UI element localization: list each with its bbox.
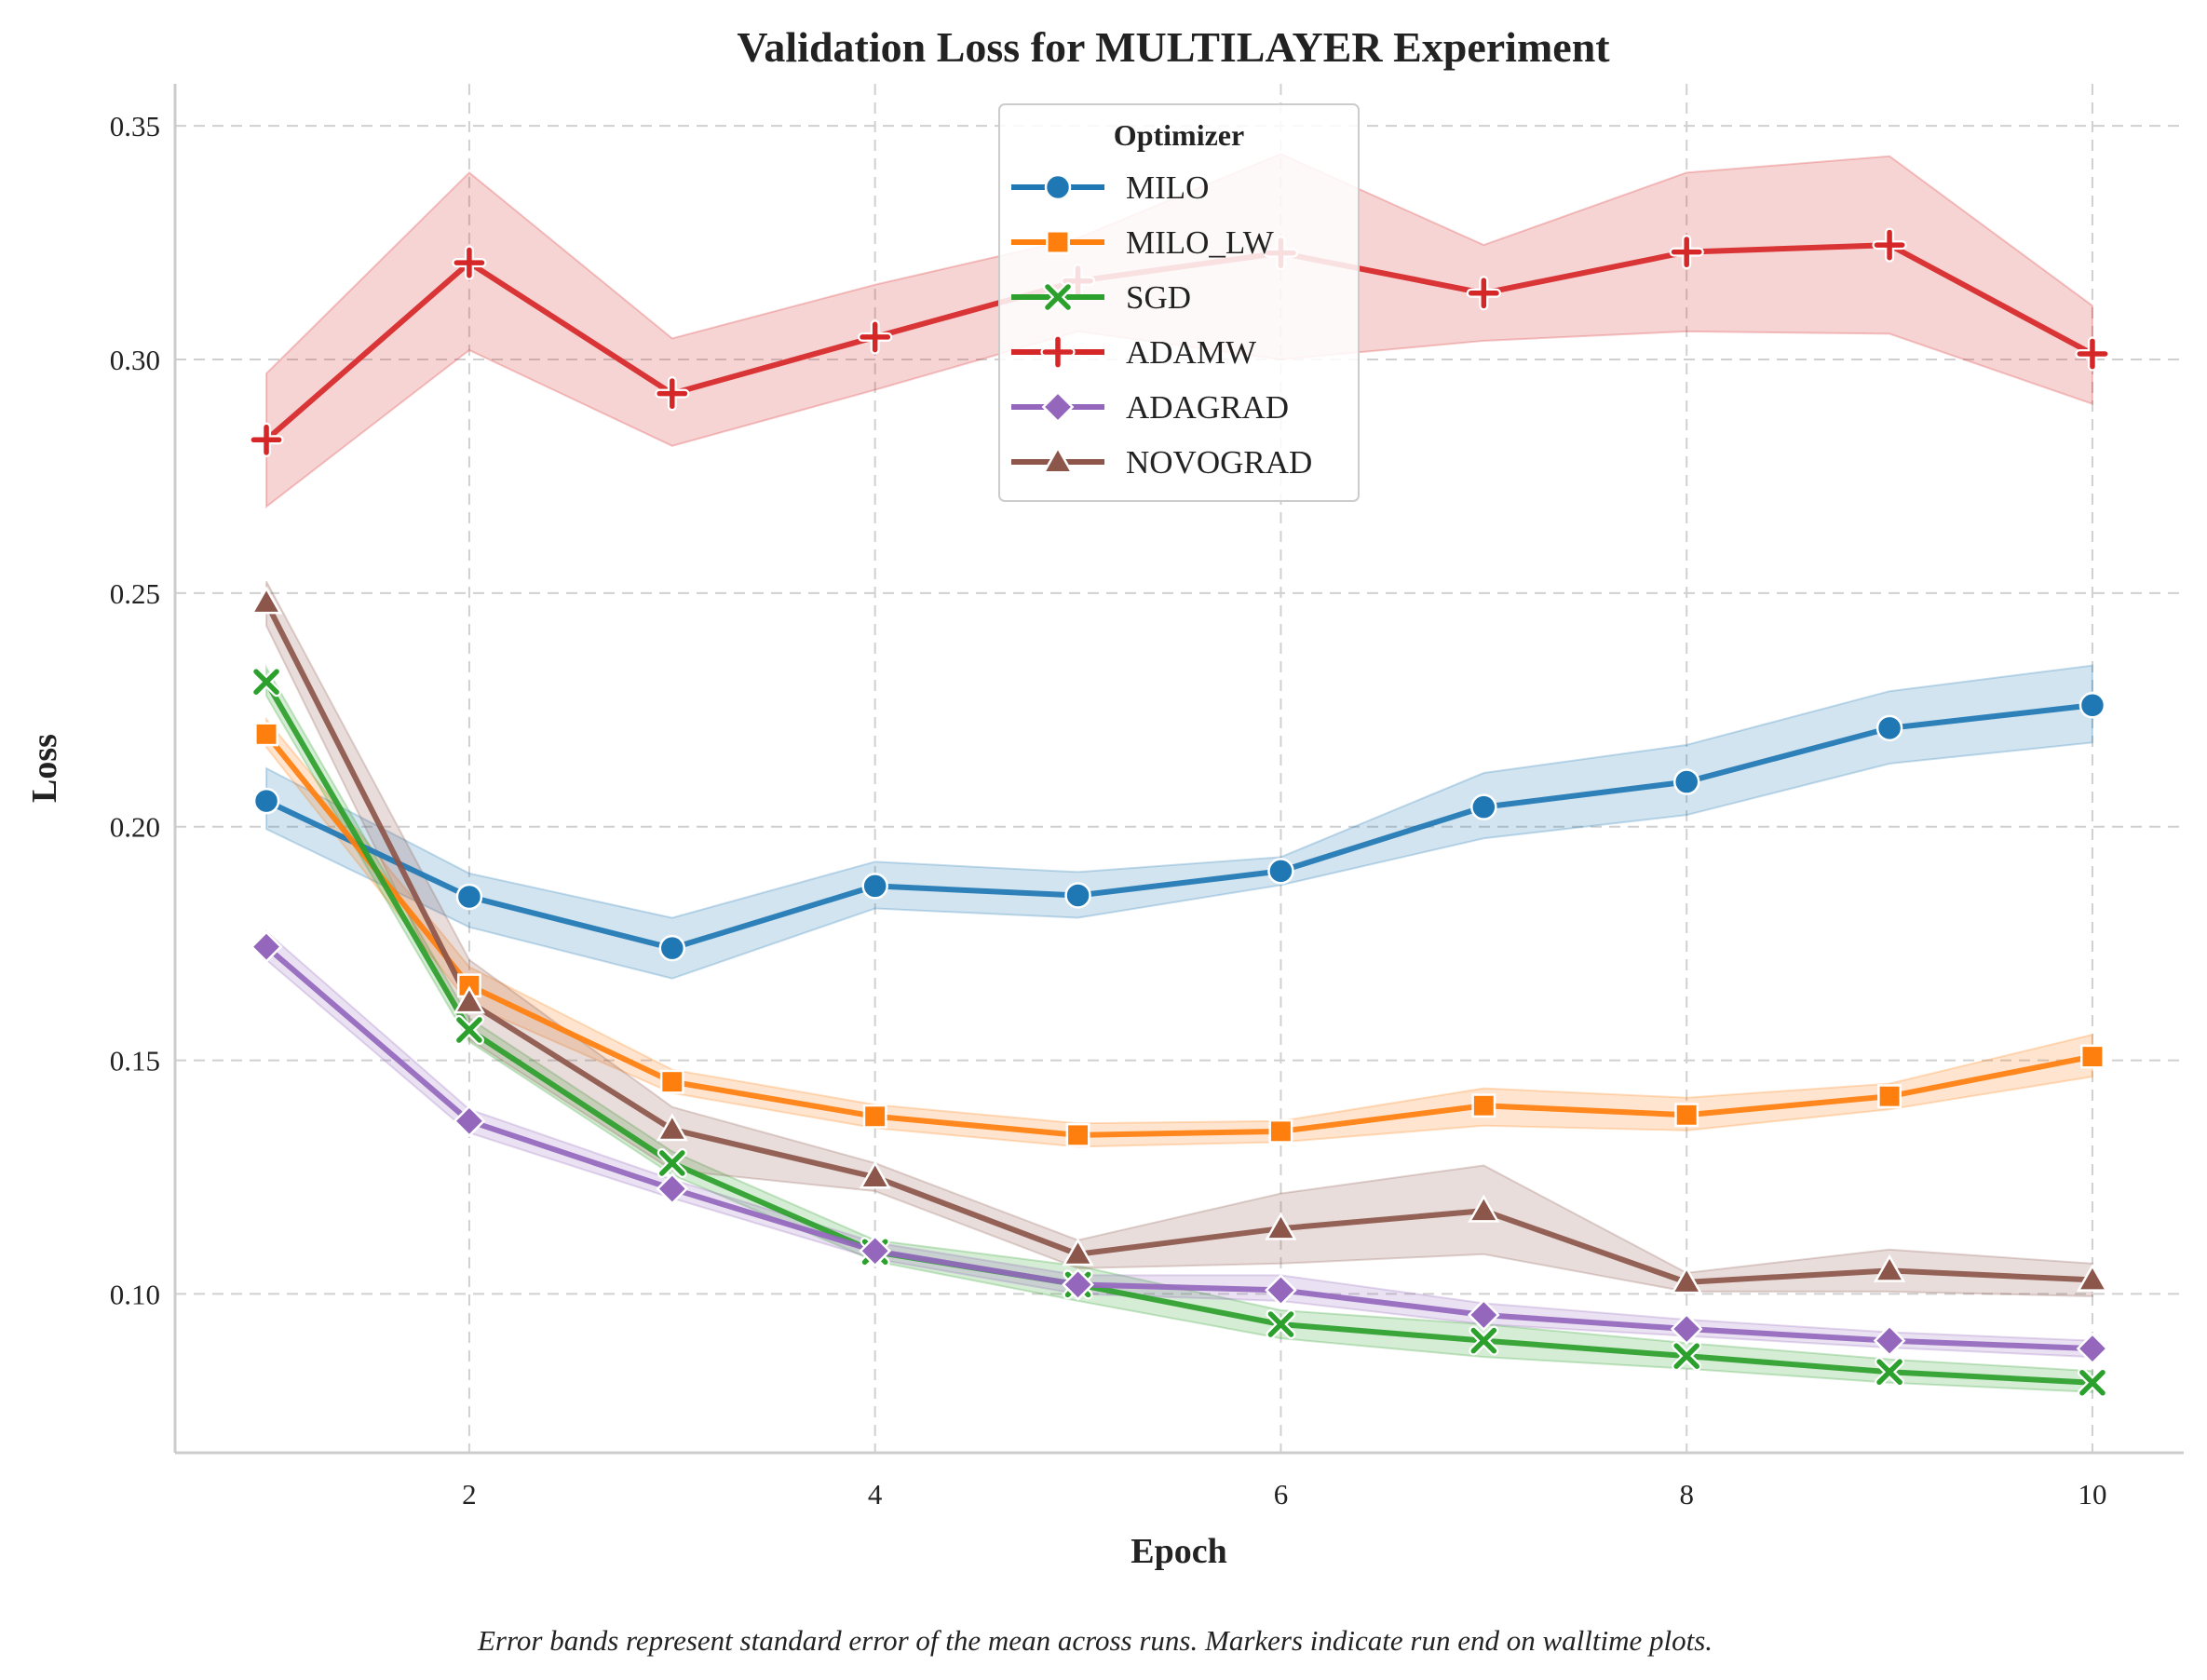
legend-label-milo: MILO: [1126, 169, 1209, 206]
chart-title: Validation Loss for MULTILAYER Experimen…: [737, 23, 1610, 71]
data-point-milo-lw: [1065, 1122, 1090, 1147]
data-point-adamw: [1466, 276, 1501, 311]
data-point-adagrad: [453, 1104, 486, 1138]
data-point-milo: [1875, 714, 1903, 742]
data-point-sgd: [250, 667, 282, 698]
data-point-novograd: [1873, 1253, 1906, 1282]
data-point-novograd: [1671, 1266, 1703, 1294]
data-point-novograd: [1468, 1194, 1500, 1223]
data-point-milo-lw: [659, 1069, 684, 1094]
x-tick-label: 4: [868, 1478, 883, 1511]
series-line-milo-lw: [264, 731, 2095, 1138]
y-tick-label: 0.25: [110, 577, 160, 610]
data-point-milo: [1672, 768, 1700, 795]
data-point-sgd: [1469, 1325, 1499, 1356]
chart-caption: Error bands represent standard error of …: [477, 1624, 1713, 1657]
y-tick-label: 0.15: [110, 1045, 160, 1077]
legend-label-adamw: ADAMW: [1126, 334, 1256, 371]
data-point-adamw: [1669, 234, 1704, 270]
data-point-milo: [2078, 692, 2106, 719]
data-point-adamw: [1872, 227, 1907, 263]
data-point-milo: [252, 787, 280, 815]
x-tick-label: 10: [2078, 1478, 2106, 1511]
data-point-novograd: [2076, 1263, 2109, 1292]
data-point-milo-lw: [1877, 1084, 1902, 1109]
legend-marker-adagrad: [1041, 390, 1075, 424]
data-point-novograd: [859, 1160, 891, 1189]
y-tick-label: 0.20: [110, 811, 160, 844]
series-line-adagrad: [264, 943, 2095, 1352]
data-point-adamw: [655, 375, 690, 412]
data-point-adagrad: [1062, 1268, 1094, 1301]
legend-marker-milo-lw: [1046, 230, 1070, 254]
legend-marker-sgd: [1042, 281, 1074, 313]
x-axis-label: Epoch: [1131, 1532, 1226, 1571]
data-point-sgd: [454, 1014, 484, 1046]
data-point-adagrad: [250, 930, 283, 964]
data-point-adamw: [2075, 336, 2110, 372]
data-point-adagrad: [656, 1172, 689, 1205]
data-point-milo-lw: [2080, 1044, 2105, 1069]
series-line-milo: [264, 702, 2095, 952]
data-point-adagrad: [1670, 1312, 1703, 1346]
data-point-adamw: [452, 245, 487, 280]
data-point-adagrad: [1265, 1274, 1297, 1307]
legend: Optimizer MILO MILO_LW SGD ADAMW ADAGRAD NOVO…: [998, 103, 1360, 502]
legend-label-milo-lw: MILO_LW: [1126, 224, 1274, 261]
data-point-adagrad: [2076, 1332, 2109, 1365]
data-point-sgd: [1266, 1308, 1296, 1340]
data-point-milo-lw: [1471, 1093, 1496, 1118]
data-point-milo: [1064, 882, 1091, 909]
data-point-milo-lw: [862, 1104, 887, 1129]
data-point-adagrad: [1467, 1298, 1500, 1332]
data-point-sgd: [2077, 1367, 2107, 1398]
data-point-novograd: [1265, 1212, 1297, 1240]
y-axis-label: Loss: [25, 734, 64, 803]
data-point-adagrad: [859, 1234, 892, 1267]
legend-label-novograd: NOVOGRAD: [1126, 444, 1312, 481]
data-point-milo: [455, 883, 483, 911]
data-point-milo: [1470, 793, 1497, 820]
y-tick-label: 0.10: [110, 1278, 160, 1310]
data-point-adamw: [858, 319, 893, 355]
data-point-milo: [658, 934, 686, 962]
error-band-novograd: [265, 580, 2093, 1297]
series-lines: [264, 242, 2095, 1386]
error-band-milo: [265, 664, 2093, 980]
legend-box: [998, 103, 1360, 502]
series-line-sgd: [264, 679, 2095, 1386]
y-tick-label: 0.35: [110, 110, 160, 142]
data-point-milo-lw: [1268, 1118, 1293, 1144]
error-band-sgd: [265, 664, 2093, 1393]
legend-title: Optimizer: [1114, 118, 1244, 152]
tick-labels: 2 4 6 8 10 0.10 0.15 0.20 0.25 0.30 0.35: [110, 110, 2107, 1511]
x-tick-label: 8: [1679, 1478, 1694, 1511]
data-point-adamw: [249, 422, 284, 457]
legend-marker-adamw: [1040, 334, 1076, 370]
data-point-milo-lw: [254, 722, 278, 747]
legend-marker-novograd: [1041, 445, 1075, 474]
data-point-novograd: [1062, 1238, 1094, 1267]
data-point-milo: [1267, 858, 1294, 885]
data-point-milo: [861, 873, 888, 900]
legend-label-adagrad: ADAGRAD: [1126, 389, 1289, 426]
error-band-milo-lw: [265, 716, 2093, 1148]
legend-marker-milo: [1044, 173, 1072, 201]
x-tick-label: 2: [462, 1478, 477, 1511]
y-tick-label: 0.30: [110, 344, 160, 376]
legend-label-sgd: SGD: [1126, 279, 1191, 316]
series-line-novograd: [264, 599, 2095, 1285]
data-point-adagrad: [1873, 1324, 1906, 1357]
x-tick-label: 6: [1274, 1478, 1289, 1511]
data-point-sgd: [1672, 1341, 1702, 1372]
axes: [173, 84, 2184, 1455]
data-point-novograd: [250, 586, 283, 615]
data-point-sgd: [657, 1147, 687, 1178]
data-point-milo-lw: [1674, 1103, 1699, 1128]
data-point-novograd: [656, 1113, 688, 1142]
data-point-novograd: [453, 985, 486, 1014]
data-point-sgd: [1875, 1357, 1905, 1388]
